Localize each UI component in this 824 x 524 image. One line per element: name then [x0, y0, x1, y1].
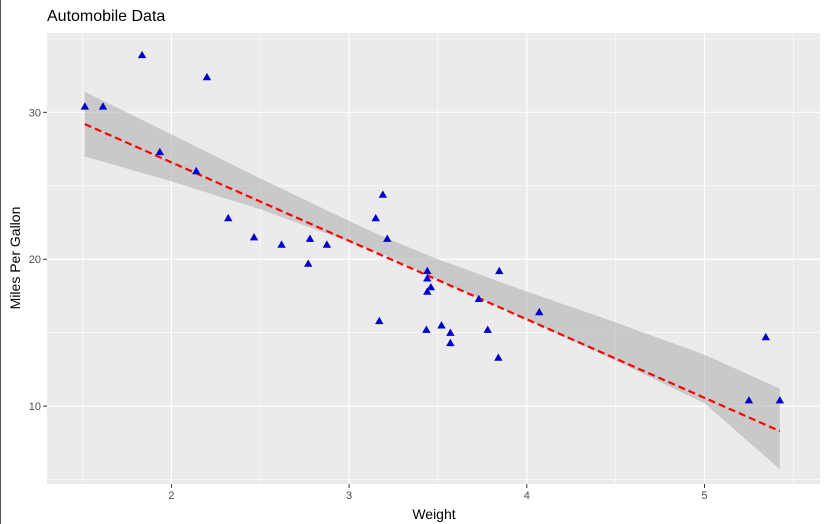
data-point	[371, 213, 380, 222]
y-tick-label: 10	[29, 401, 41, 413]
data-point	[192, 166, 201, 175]
x-tick-label: 5	[701, 490, 707, 502]
data-point	[423, 266, 432, 275]
chart-title: Automobile Data	[47, 8, 165, 25]
regression-line	[84, 123, 781, 433]
data-point	[761, 332, 771, 341]
data-point	[378, 190, 388, 198]
window-edge-line	[0, 0, 1, 524]
data-point	[535, 307, 544, 316]
data-point	[137, 50, 147, 59]
data-point	[775, 396, 785, 404]
x-tick-label: 3	[346, 490, 352, 502]
data-point	[422, 325, 431, 333]
data-point	[437, 321, 446, 329]
data-point	[249, 232, 259, 241]
data-point	[446, 338, 455, 347]
data-point	[423, 287, 432, 295]
data-point	[426, 282, 436, 291]
data-point	[744, 396, 754, 404]
data-point	[483, 325, 492, 333]
data-point	[495, 266, 504, 275]
confidence-band-group	[84, 91, 780, 470]
y-tick-label: 20	[29, 254, 41, 266]
data-point	[446, 328, 455, 336]
data-point	[383, 234, 392, 242]
data-point	[155, 147, 165, 156]
data-point	[202, 72, 212, 81]
data-point	[494, 353, 503, 361]
data-point	[277, 240, 286, 248]
x-tick-label: 2	[168, 490, 174, 502]
data-point	[80, 102, 90, 110]
data-point	[375, 316, 384, 325]
data-point	[304, 259, 313, 267]
data-point	[224, 213, 233, 222]
x-axis-title: Weight	[412, 506, 455, 522]
data-point	[423, 274, 432, 282]
y-axis-title: Miles Per Gallon	[7, 207, 23, 310]
data-point	[305, 234, 315, 242]
confidence-band	[84, 91, 780, 470]
data-point	[322, 240, 332, 248]
y-tick-label: 30	[29, 107, 41, 119]
data-points-group	[80, 50, 785, 404]
data-point	[98, 102, 108, 110]
data-point	[474, 294, 484, 303]
fit-line-group	[84, 123, 781, 433]
x-axis-ticks: 2 3 4 5	[168, 484, 708, 502]
grid-lines	[47, 33, 820, 484]
y-axis-ticks: 10 20 30	[29, 107, 47, 413]
x-tick-label: 4	[524, 490, 530, 502]
